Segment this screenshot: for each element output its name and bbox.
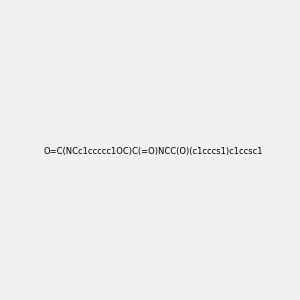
Text: O=C(NCc1ccccc1OC)C(=O)NCC(O)(c1cccs1)c1ccsc1: O=C(NCc1ccccc1OC)C(=O)NCC(O)(c1cccs1)c1c…	[44, 147, 263, 156]
